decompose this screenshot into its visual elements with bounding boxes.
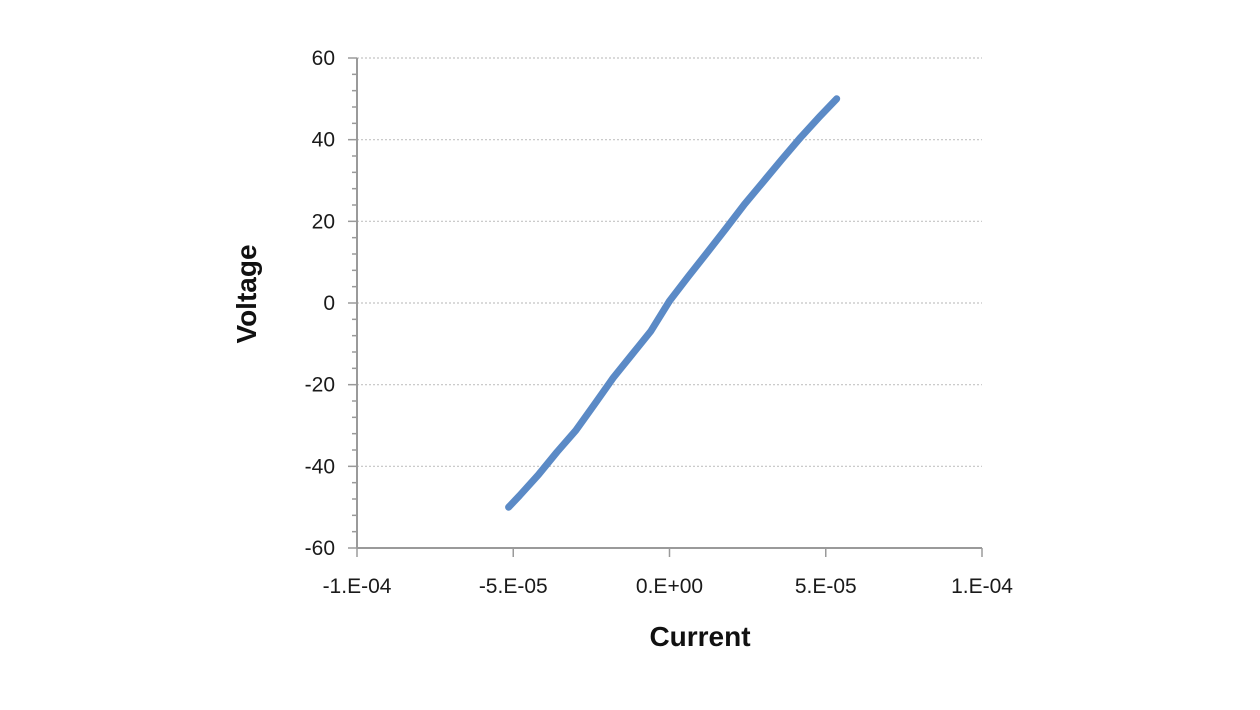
x-tick-label: 0.E+00 (636, 575, 703, 598)
series-line (505, 95, 841, 511)
x-tick-label: -1.E-04 (323, 575, 392, 598)
y-tick-label: -20 (305, 374, 335, 397)
x-tick-label: 1.E-04 (951, 575, 1013, 598)
gridlines (357, 57, 982, 467)
y-tick-label: 20 (312, 210, 335, 233)
x-tick-label: -5.E-05 (479, 575, 548, 598)
x-axis-title: Current (649, 621, 750, 652)
x-tick-label: 5.E-05 (795, 575, 857, 598)
y-tick-label: -60 (305, 537, 335, 560)
tick-labels: 60 40 20 0 -20 -40 -60 -1.E-04 -5.E-05 0.E+00 5.E-… (305, 47, 1014, 598)
series-layer (505, 95, 841, 511)
y-tick-label: 40 (312, 129, 335, 152)
axes (348, 57, 983, 557)
y-tick-label: -40 (305, 455, 335, 478)
y-tick-label: 0 (323, 292, 335, 315)
y-axis-title: Voltage (231, 244, 262, 343)
y-tick-label: 60 (312, 47, 335, 70)
